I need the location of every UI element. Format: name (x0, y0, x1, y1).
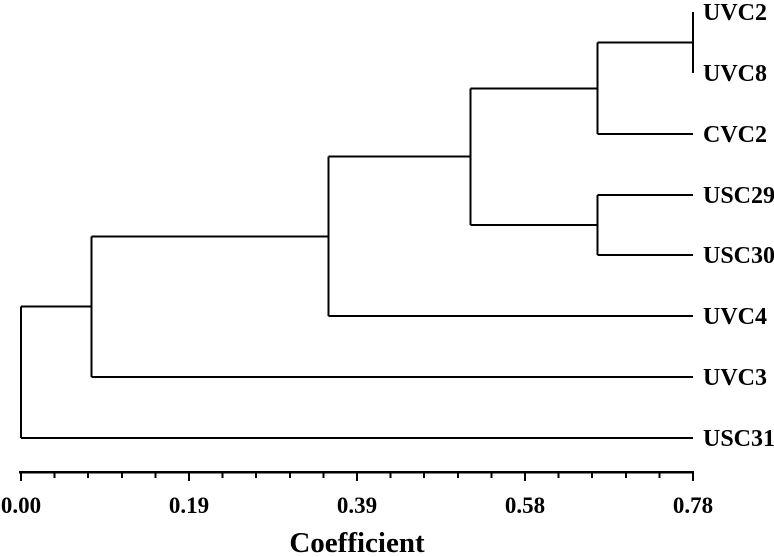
leaf-labels: UVC2 UVC8 CVC2 USC29 USC30 UVC4 UVC3 USC31 (703, 0, 774, 452)
axis-tick-label-0.00: 0.00 (1, 493, 41, 518)
axis-title: Coefficient (289, 527, 425, 557)
axis-tick-label-0.78: 0.78 (673, 493, 713, 518)
leaf-label-UVC2: UVC2 (703, 0, 767, 26)
leaf-label-UVC4: UVC4 (703, 304, 767, 330)
leaf-label-CVC2: CVC2 (703, 122, 767, 148)
coefficient-axis (19, 470, 694, 481)
axis-tick-labels: 0.00 0.19 0.39 0.58 0.78 (1, 493, 713, 518)
leaf-label-USC31: USC31 (703, 426, 774, 452)
leaf-label-UVC8: UVC8 (703, 61, 767, 87)
leaf-label-USC30: USC30 (703, 243, 774, 269)
axis-tick-label-0.39: 0.39 (337, 493, 377, 518)
axis-tick-label-0.58: 0.58 (505, 493, 545, 518)
leaf-label-UVC3: UVC3 (703, 365, 767, 391)
leaf-label-USC29: USC29 (703, 183, 774, 209)
axis-tick-label-0.19: 0.19 (169, 493, 209, 518)
dendrogram-tree (20, 12, 694, 439)
